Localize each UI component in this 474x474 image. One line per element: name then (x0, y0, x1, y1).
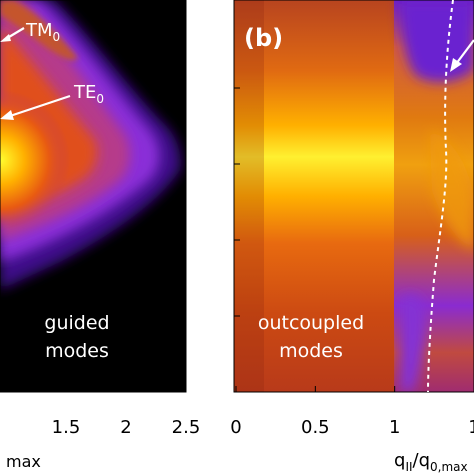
panel-label-b: (b) (244, 24, 283, 52)
right-y-ticks (234, 87, 240, 317)
x-tick-label: 2 (120, 417, 131, 438)
right-arrowhead (450, 58, 462, 72)
left-region-label-line1: guided (44, 312, 109, 334)
left-x-axis: 1.5 2 2.5 (52, 386, 201, 438)
right-x-axis: 0 0.5 1 1 (230, 386, 474, 438)
x-tick-label: 1 (468, 417, 474, 438)
x-tick-label: 0.5 (301, 417, 330, 438)
te0-arrow (9, 94, 71, 118)
right-xlabel: qII/q0,max (394, 450, 468, 474)
x-tick-label: 2.5 (172, 417, 201, 438)
right-region-label-line2: modes (279, 340, 343, 362)
left-heatmap-upper-ridge (0, 0, 78, 61)
x-tick-label: 0 (230, 417, 241, 438)
te0-arrowhead (0, 110, 14, 120)
tm0-label: TM0 (25, 20, 60, 44)
tm0-arrowhead (0, 34, 11, 42)
right-region-label-line1: outcoupled (258, 312, 364, 334)
right-heatmap-band-purple-bottom (400, 294, 426, 392)
left-xlabel-fragment: max (6, 452, 41, 471)
left-region-label-line2: modes (45, 340, 109, 362)
x-tick-label: 1 (389, 417, 400, 438)
right-arrow (455, 39, 474, 65)
right-heatmap-panel (234, 0, 474, 392)
left-heatmap-panel (0, 0, 186, 392)
te0-label: TE0 (73, 82, 104, 106)
left-panel-frame (0, 0, 187, 393)
right-panel-frame (233, 0, 474, 393)
right-heatmap-left-shade (234, 0, 264, 392)
left-heatmap-core (0, 90, 72, 230)
x-tick-label: 1.5 (52, 417, 81, 438)
right-heatmap-band-orange (430, 130, 474, 250)
